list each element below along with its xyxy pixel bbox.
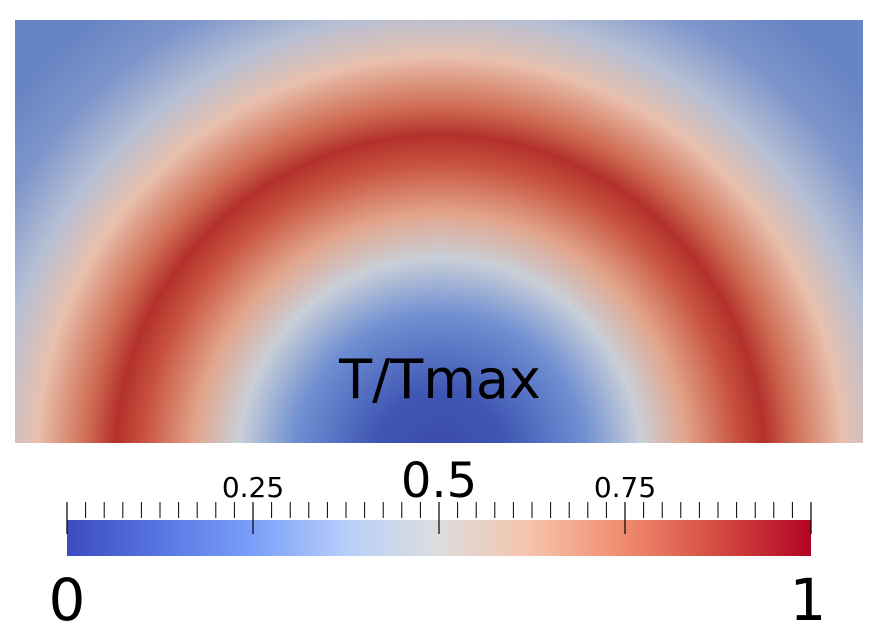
colorbar-ticks — [66, 502, 812, 534]
temperature-field — [15, 20, 863, 443]
tick-label-q1: 0.25 — [222, 471, 284, 504]
tick-label-min: 0 — [49, 566, 86, 634]
tick-label-max: 1 — [790, 566, 827, 634]
tick-label-q3: 0.75 — [594, 471, 656, 504]
tick-label-mid: 0.5 — [401, 453, 477, 509]
field-title: T/Tmax — [338, 348, 541, 411]
colorbar: 0.25 0.5 0.75 0 1 — [49, 453, 827, 634]
